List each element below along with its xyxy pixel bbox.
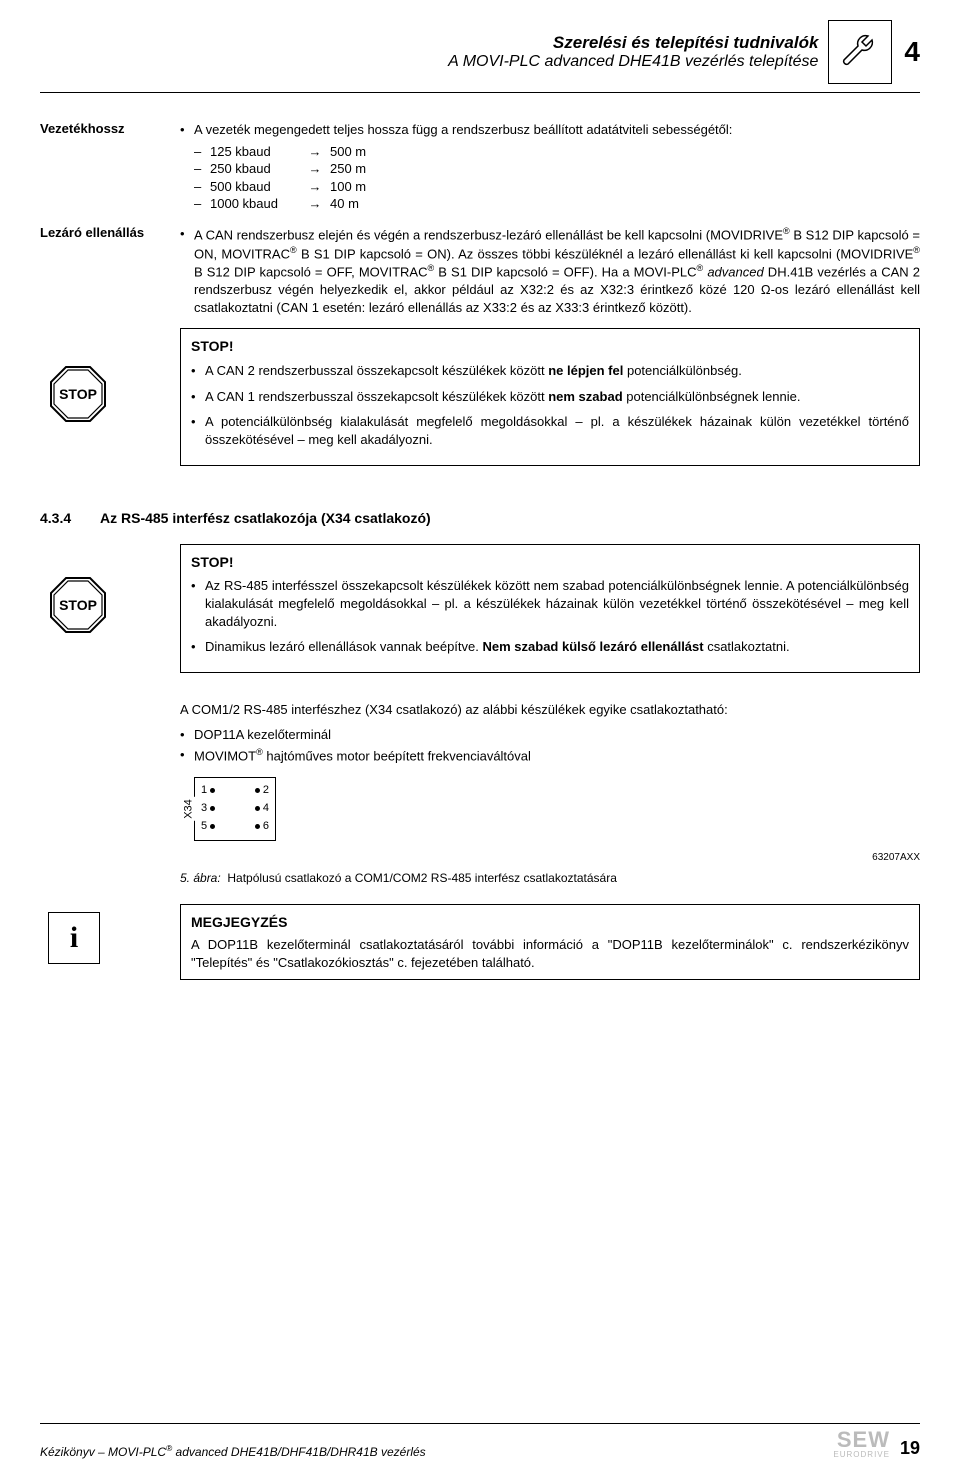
baud-row: –500 kbaud→100 m: [194, 178, 920, 196]
body-vezetekhossz: • A vezeték megengedett teljes hossza fü…: [180, 121, 920, 221]
stop2-list: •Az RS-485 interfésszel összekapcsolt ké…: [191, 577, 909, 655]
stop1-b2: A CAN 1 rendszerbusszal összekapcsolt ké…: [205, 388, 909, 406]
intro-text: A vezeték megengedett teljes hossza függ…: [194, 121, 920, 139]
compat-body: A COM1/2 RS-485 interfészhez (X34 csatla…: [180, 701, 920, 887]
stop1-list: •A CAN 2 rendszerbusszal összekapcsolt k…: [191, 362, 909, 448]
connector-row: 5 6: [201, 818, 269, 836]
stop2-body: STOP! •Az RS-485 interfésszel összekapcs…: [180, 538, 920, 673]
row-note: i MEGJEGYZÉS A DOP11B kezelőterminál csa…: [40, 896, 920, 980]
chapter-number: 4: [904, 36, 920, 68]
baud-row: –1000 kbaud→40 m: [194, 195, 920, 213]
lezaro-text: A CAN rendszerbusz elején és végén a ren…: [194, 225, 920, 317]
connector-diagram: X34 1 2 3 4 5 6: [194, 777, 276, 841]
stop1-body: STOP! •A CAN 2 rendszerbusszal összekapc…: [180, 322, 920, 465]
compat-b2: MOVIMOT® hajtóműves motor beépített frek…: [194, 746, 920, 765]
baud-row: –250 kbaud→250 m: [194, 160, 920, 178]
baud-row: –125 kbaud→500 m: [194, 143, 920, 161]
page-header: Szerelési és telepítési tudnivalók A MOV…: [40, 20, 920, 93]
bullet-mark: •: [180, 121, 194, 139]
figure-caption: 5. ábra: Hatpólusú csatlakozó a COM1/COM…: [180, 870, 920, 886]
stop1-b1: A CAN 2 rendszerbusszal összekapcsolt ké…: [205, 362, 909, 380]
note-text: A DOP11B kezelőterminál csatlakoztatásár…: [191, 936, 909, 971]
section-434-title: Az RS-485 interfész csatlakozója (X34 cs…: [100, 510, 431, 526]
info-icon: i: [48, 912, 100, 964]
header-title-main: Szerelési és telepítési tudnivalók: [448, 33, 818, 53]
info-icon-col: i: [40, 896, 180, 980]
stop-icon: STOP: [48, 364, 108, 424]
stop-icon-col: STOP: [40, 322, 180, 465]
compat-left: [40, 701, 180, 887]
lezaro-bullet: • A CAN rendszerbusz elején és végén a r…: [180, 225, 920, 317]
connector-row: 1 2: [201, 782, 269, 800]
svg-text:STOP: STOP: [59, 386, 97, 402]
baud-table: –125 kbaud→500 m –250 kbaud→250 m –500 k…: [194, 143, 920, 213]
header-titles: Szerelési és telepítési tudnivalók A MOV…: [448, 33, 818, 71]
connector-label: X34: [181, 797, 196, 821]
stop2-b2: Dinamikus lezáró ellenállások vannak beé…: [205, 638, 909, 656]
label-vezetekhossz: Vezetékhossz: [40, 121, 180, 221]
page-number: 19: [900, 1438, 920, 1459]
section-434-heading: 4.3.4 Az RS-485 interfész csatlakozója (…: [40, 510, 920, 526]
note-heading: MEGJEGYZÉS: [191, 913, 909, 932]
row-stop2: STOP STOP! •Az RS-485 interfésszel össze…: [40, 538, 920, 673]
stop-icon-col: STOP: [40, 538, 180, 673]
row-lezaro: Lezáró ellenállás • A CAN rendszerbusz e…: [40, 225, 920, 319]
row-vezetekhossz: Vezetékhossz • A vezeték megengedett tel…: [40, 121, 920, 221]
figure-ref: 63207AXX: [180, 851, 920, 865]
compat-b1: DOP11A kezelőterminál: [194, 726, 920, 744]
stop1-box: STOP! •A CAN 2 rendszerbusszal összekapc…: [180, 328, 920, 465]
row-stop1: STOP STOP! •A CAN 2 rendszerbusszal össz…: [40, 322, 920, 465]
connector-row: 3 4: [201, 800, 269, 818]
stop1-b3: A potenciálkülönbség kialakulását megfel…: [205, 413, 909, 448]
stop2-heading: STOP!: [191, 553, 909, 572]
wrench-icon: [828, 20, 892, 84]
row-compat: A COM1/2 RS-485 interfészhez (X34 csatla…: [40, 701, 920, 887]
stop2-box: STOP! •Az RS-485 interfésszel összekapcs…: [180, 544, 920, 673]
note-body: MEGJEGYZÉS A DOP11B kezelőterminál csatl…: [180, 896, 920, 980]
stop2-b1: Az RS-485 interfésszel összekapcsolt kés…: [205, 577, 909, 630]
svg-text:STOP: STOP: [59, 597, 97, 613]
compat-intro: A COM1/2 RS-485 interfészhez (X34 csatla…: [180, 701, 920, 719]
header-title-sub: A MOVI-PLC advanced DHE41B vezérlés tele…: [448, 53, 818, 71]
page-footer: Kézikönyv – MOVI-PLC® advanced DHE41B/DH…: [40, 1423, 920, 1459]
note-box: MEGJEGYZÉS A DOP11B kezelőterminál csatl…: [180, 904, 920, 980]
label-lezaro: Lezáró ellenállás: [40, 225, 180, 319]
body-lezaro: • A CAN rendszerbusz elején és végén a r…: [180, 225, 920, 319]
footer-text: Kézikönyv – MOVI-PLC® advanced DHE41B/DH…: [40, 1443, 426, 1459]
section-434-num: 4.3.4: [40, 510, 100, 526]
stop-icon: STOP: [48, 575, 108, 635]
intro-bullet: • A vezeték megengedett teljes hossza fü…: [180, 121, 920, 139]
sew-logo: SEW EURODRIVE: [833, 1430, 890, 1459]
stop1-heading: STOP!: [191, 337, 909, 356]
